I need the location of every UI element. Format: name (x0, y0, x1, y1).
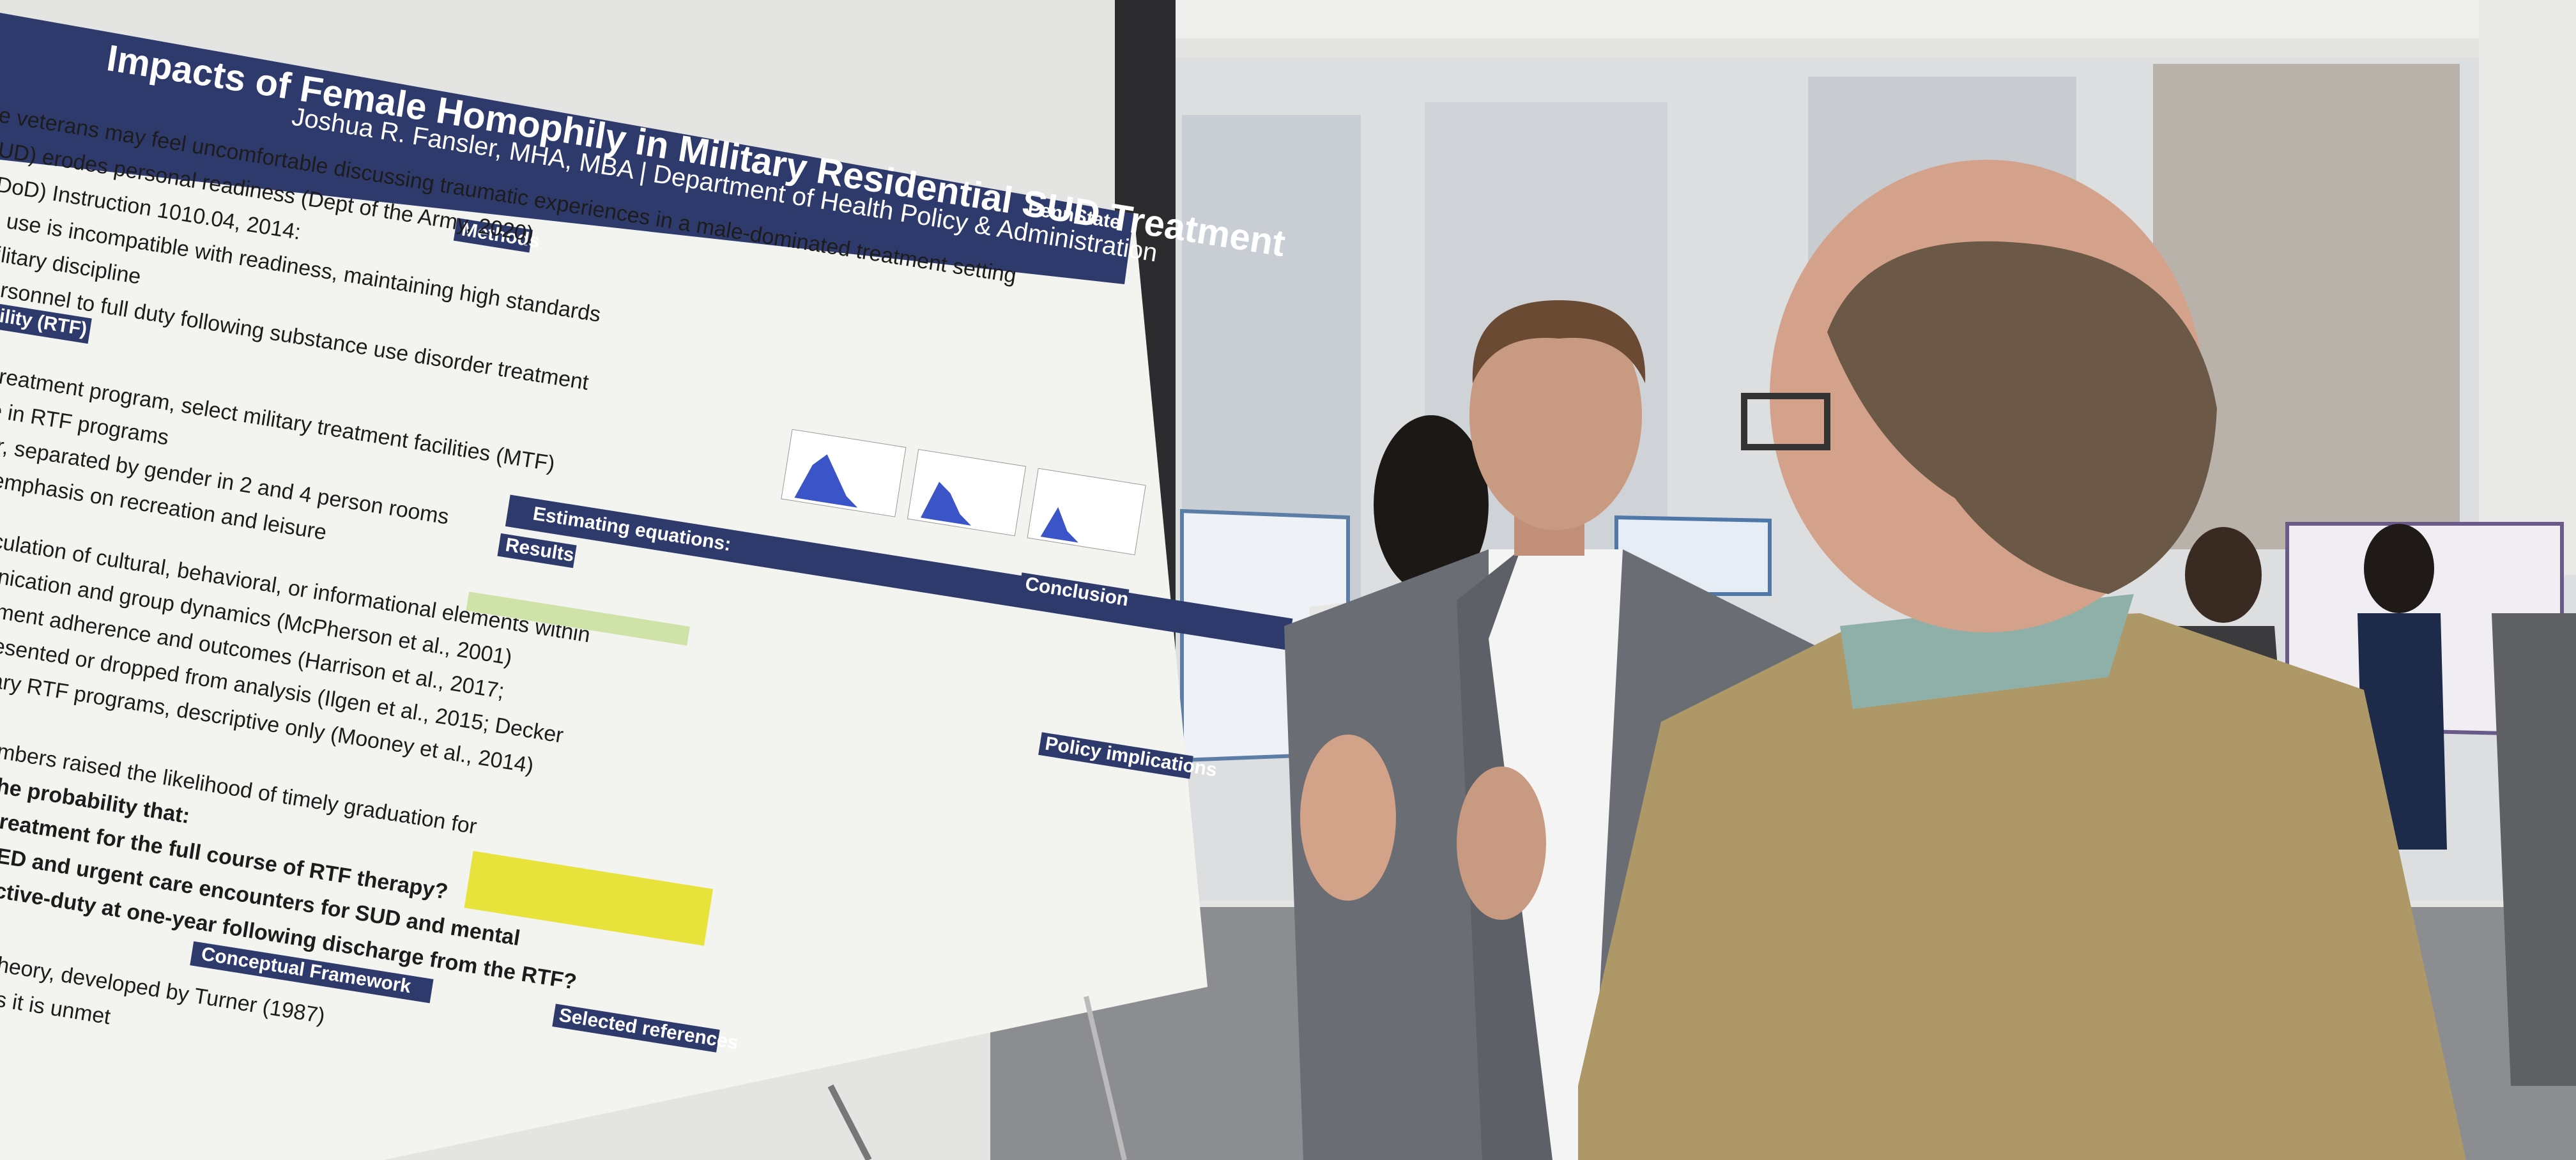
histogram (920, 482, 971, 526)
highlight (464, 851, 714, 946)
section-tag (1018, 572, 1130, 613)
easel-leg (1084, 996, 1127, 1160)
pillar (2479, 0, 2576, 575)
section-tag (1038, 732, 1193, 779)
highlight (466, 591, 690, 646)
person (1374, 415, 1489, 594)
section-tag (0, 298, 92, 344)
hand (1457, 767, 1546, 920)
poster-banner (0, 13, 1134, 284)
histogram (794, 454, 858, 508)
equation-bar (505, 494, 1293, 650)
tweed-jacket (1578, 613, 2466, 1160)
poster (0, 13, 1208, 1160)
collar (1840, 594, 2134, 709)
glasses (1741, 393, 1830, 450)
ceiling (1176, 0, 2576, 38)
section-tag (190, 941, 434, 1004)
histogram (1040, 507, 1078, 543)
easel-leg (827, 1084, 872, 1160)
section-tag (497, 533, 577, 569)
face (1469, 300, 1642, 530)
hair (1827, 241, 2217, 594)
person (2364, 524, 2434, 613)
hair (1472, 300, 1646, 383)
person (2185, 527, 2262, 623)
section-tag (552, 1004, 720, 1053)
hand (1300, 735, 1396, 901)
person (2492, 613, 2576, 1086)
section-tag (453, 218, 533, 253)
